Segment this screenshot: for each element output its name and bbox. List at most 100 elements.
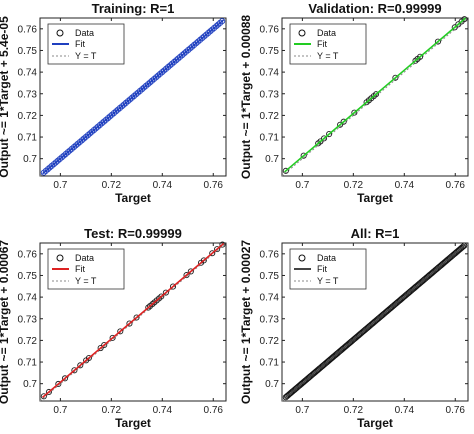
data-point (70, 144, 77, 151)
x-tick-label: 0.7 (295, 180, 309, 191)
data-point (72, 142, 79, 149)
data-point (183, 48, 190, 55)
data-point (213, 23, 220, 30)
data-point (197, 36, 204, 43)
data-point (133, 314, 140, 321)
x-axis-label: Target (357, 416, 393, 430)
data-point (60, 152, 67, 159)
y-tick-label: 0.73 (18, 89, 38, 100)
data-point (40, 169, 47, 176)
y-tick-label: 0.72 (18, 111, 38, 122)
x-tick-label: 0.72 (344, 405, 364, 416)
data-point (52, 159, 59, 166)
data-point (181, 50, 188, 57)
data-point (195, 38, 202, 45)
legend-data-marker (298, 254, 306, 262)
y-tick-label: 0.73 (260, 314, 280, 325)
fit-line (42, 19, 224, 175)
data-point (74, 140, 81, 147)
data-point (61, 375, 69, 382)
data-point (124, 98, 132, 105)
data-point (201, 33, 208, 40)
legend-label: Fit (75, 264, 85, 274)
y-tick-label: 0.73 (18, 314, 38, 325)
data-point (128, 94, 136, 101)
panel-training: Training: R=1 0.7 0.72 0.74 0.76 0.7 0.71 0.72 0… (0, 1, 227, 205)
y-axis-label: Output ~= 1*Target + 5.4e-05 (0, 16, 11, 178)
y-axis-label: Output ~= 1*Target + 0.00088 (239, 15, 253, 180)
data-point (163, 65, 170, 72)
legend-label: Y = T (75, 51, 97, 61)
y-tick-label: 0.74 (260, 293, 280, 304)
data-point (145, 304, 152, 311)
y-tick-label: 0.71 (18, 358, 38, 369)
y-tick-label: 0.76 (18, 24, 38, 35)
y-tick-label: 0.75 (260, 46, 280, 57)
data-point (88, 128, 95, 135)
data-point (116, 104, 124, 111)
data-point (130, 92, 138, 100)
data-point (56, 155, 63, 163)
data-point (203, 31, 210, 38)
x-tick-label: 0.76 (204, 405, 224, 416)
data-point (132, 91, 140, 98)
data-point (84, 132, 91, 139)
y-tick-label: 0.7 (265, 379, 279, 390)
x-tick-label: 0.76 (446, 180, 466, 191)
data-point (214, 246, 221, 253)
data-point (104, 115, 111, 122)
data-point (102, 116, 109, 123)
data-point (106, 113, 114, 120)
y-tick-label: 0.76 (260, 249, 280, 260)
data-point (120, 101, 128, 108)
y-tick-label: 0.75 (18, 46, 38, 57)
data-point (58, 154, 65, 161)
data-point (152, 74, 160, 81)
y-tick-label: 0.74 (18, 68, 38, 79)
data-point (187, 45, 194, 52)
y-tick-label: 0.76 (18, 249, 38, 260)
data-point (167, 62, 174, 69)
data-point (185, 47, 192, 54)
data-point (42, 167, 49, 174)
data-point (217, 19, 224, 26)
data-point (158, 293, 165, 300)
data-point (159, 69, 166, 76)
x-tick-label: 0.72 (102, 180, 122, 191)
data-point (48, 162, 55, 169)
data-point (71, 367, 78, 374)
x-axis-label: Target (357, 191, 393, 205)
y-tick-label: 0.72 (260, 111, 280, 122)
data-point (171, 58, 178, 66)
data-point (337, 121, 344, 128)
legend-label: Fit (75, 39, 85, 49)
y-tick-label: 0.73 (260, 89, 280, 100)
data-point (173, 57, 180, 64)
data-point (118, 103, 126, 110)
data-point (169, 283, 177, 290)
plot-title: Test: R=0.99999 (84, 226, 182, 241)
data-point (134, 89, 142, 96)
data-point (183, 272, 190, 279)
y-tick-label: 0.72 (260, 336, 280, 347)
x-tick-label: 0.76 (204, 180, 224, 191)
legend-label: Data (317, 253, 336, 263)
panel-validation: Validation: R=0.99999 0.7 0.72 0.74 0.76 0.7 0… (239, 1, 469, 205)
x-tick-label: 0.7 (53, 180, 67, 191)
data-point (126, 320, 133, 327)
y-tick-label: 0.74 (260, 68, 280, 79)
y-tick-label: 0.76 (260, 24, 280, 35)
data-point (54, 157, 61, 164)
data-point (209, 250, 216, 257)
data-point (136, 87, 144, 94)
y-axis-label: Output ~= 1*Target + 0.00067 (0, 240, 11, 405)
data-point (55, 380, 62, 388)
y-tick-label: 0.72 (18, 336, 38, 347)
legend-label: Fit (317, 39, 327, 49)
legend-label: Y = T (75, 276, 97, 286)
data-point (148, 77, 156, 84)
data-point (68, 145, 75, 152)
